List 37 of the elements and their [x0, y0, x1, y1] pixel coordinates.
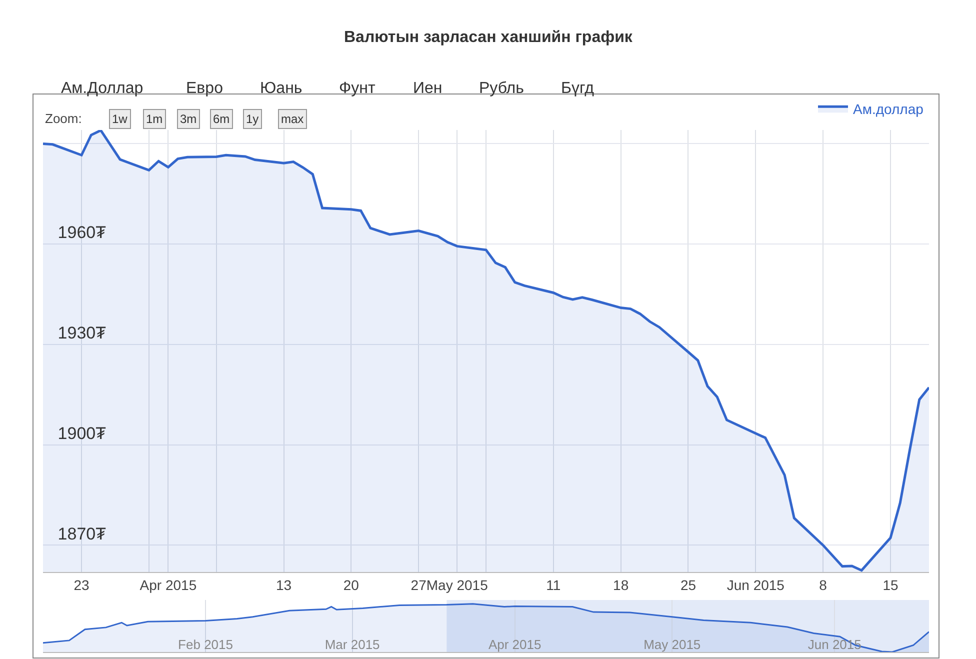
x-tick-label: 11 [546, 576, 561, 593]
x-tick-label: 27 [410, 576, 427, 593]
x-tick-label: Feb 2015 [178, 637, 233, 652]
x-tick-label: Apr 2015 [140, 576, 197, 593]
x-tick-label: 25 [680, 576, 696, 593]
text: Бүгд [561, 80, 595, 97]
text: Евро [186, 80, 224, 97]
text: 1w [112, 112, 128, 126]
x-tick-label: 13 [276, 576, 292, 593]
chart-title: Валютын зарласан ханшийн график [344, 29, 634, 46]
x-tick-label: May 2015 [644, 637, 701, 652]
text: 6m [213, 112, 230, 126]
x-tick-label: 20 [343, 576, 360, 593]
text: 1m [146, 112, 163, 126]
y-tick-label: 1870₮ [58, 524, 106, 544]
y-tick-label: 1900₮ [58, 424, 106, 443]
y-tick-label: 1960₮ [58, 222, 106, 242]
x-tick-label: 23 [74, 576, 90, 593]
text: max [281, 112, 304, 126]
x-tick-label: May 2015 [426, 576, 488, 593]
text: Ам.Доллар [61, 80, 144, 97]
text: 3m [180, 112, 197, 126]
y-tick-label: 1930₮ [58, 323, 106, 342]
text: Юань [260, 80, 302, 97]
text: Иен [413, 80, 442, 97]
x-tick-label: Apr 2015 [488, 637, 542, 652]
text: Фунт [339, 80, 376, 97]
x-tick-label: 15 [882, 576, 898, 593]
text: Zoom: [45, 111, 82, 126]
x-tick-label: Jun 2015 [726, 576, 785, 593]
x-tick-label: 18 [613, 576, 629, 593]
legend-label: Ам.доллар [853, 101, 924, 118]
x-tick-label: Mar 2015 [324, 637, 380, 652]
text: Рубль [479, 80, 524, 97]
x-tick-label: Jun 2015 [808, 637, 862, 652]
text: 1y [246, 112, 259, 126]
x-tick-label: 8 [819, 576, 828, 593]
